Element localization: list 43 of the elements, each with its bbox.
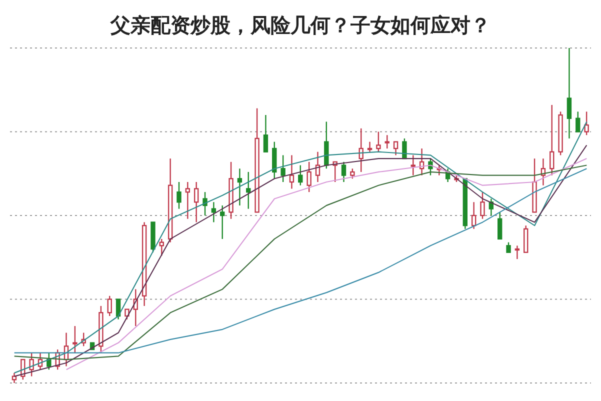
candlestick xyxy=(376,131,381,152)
candlestick xyxy=(524,224,528,253)
candlestick xyxy=(497,212,502,240)
candlestick xyxy=(550,104,554,176)
candlestick xyxy=(315,151,320,183)
candlestick xyxy=(280,154,286,183)
candlestick xyxy=(393,141,398,156)
candlestick xyxy=(584,111,589,136)
candlestick xyxy=(211,202,216,223)
candlestick xyxy=(29,352,34,377)
candlestick xyxy=(410,154,416,176)
candlestick xyxy=(246,171,251,210)
candlestick xyxy=(72,325,78,354)
candlestick xyxy=(176,181,182,210)
candlestick xyxy=(194,181,199,223)
chart-title: 父亲配资炒股，风险几何？子女如何应对？ xyxy=(109,12,492,39)
candlestick xyxy=(402,138,407,160)
candlestick xyxy=(471,202,476,230)
candlestick xyxy=(350,168,355,180)
candlestick xyxy=(116,298,121,320)
candlestick xyxy=(324,121,329,170)
candlestick xyxy=(185,181,190,220)
candlestick xyxy=(107,295,112,317)
candlestick xyxy=(298,164,303,186)
candlestick xyxy=(263,114,268,152)
candlestick xyxy=(202,191,208,216)
candlestick xyxy=(576,111,580,132)
candlestick xyxy=(220,204,225,240)
candlestick xyxy=(272,141,277,180)
candlestick xyxy=(566,48,572,140)
candlestick xyxy=(46,352,52,370)
candlestick xyxy=(12,372,17,383)
candlestick xyxy=(514,245,520,260)
candlestick xyxy=(237,168,242,206)
candlestick xyxy=(289,154,294,190)
candlestick xyxy=(480,191,485,220)
candlestick xyxy=(367,141,372,152)
candlestick xyxy=(341,161,346,183)
candlestick xyxy=(159,238,164,256)
candlestick xyxy=(384,134,390,150)
candlestick xyxy=(506,242,511,253)
candlestick xyxy=(306,161,312,193)
candlestick xyxy=(124,308,130,320)
